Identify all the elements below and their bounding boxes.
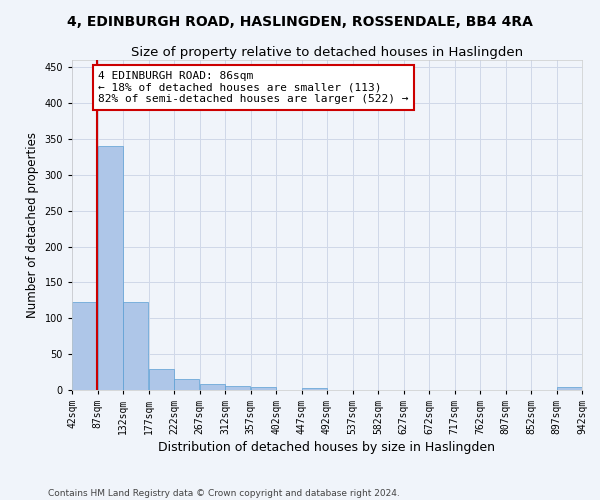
Text: Contains HM Land Registry data © Crown copyright and database right 2024.: Contains HM Land Registry data © Crown c… — [48, 488, 400, 498]
Title: Size of property relative to detached houses in Haslingden: Size of property relative to detached ho… — [131, 46, 523, 59]
Bar — [72, 302, 97, 390]
Text: 4, EDINBURGH ROAD, HASLINGDEN, ROSSENDALE, BB4 4RA: 4, EDINBURGH ROAD, HASLINGDEN, ROSSENDAL… — [67, 15, 533, 29]
Bar — [97, 146, 123, 390]
Bar — [199, 384, 225, 390]
Y-axis label: Number of detached properties: Number of detached properties — [26, 132, 39, 318]
Bar — [225, 386, 250, 390]
Bar — [251, 387, 276, 390]
Bar — [123, 302, 148, 390]
Bar — [557, 387, 582, 390]
X-axis label: Distribution of detached houses by size in Haslingden: Distribution of detached houses by size … — [158, 441, 496, 454]
Bar — [302, 388, 327, 390]
Bar — [174, 379, 199, 390]
Text: 4 EDINBURGH ROAD: 86sqm
← 18% of detached houses are smaller (113)
82% of semi-d: 4 EDINBURGH ROAD: 86sqm ← 18% of detache… — [98, 71, 409, 104]
Bar — [149, 369, 174, 390]
